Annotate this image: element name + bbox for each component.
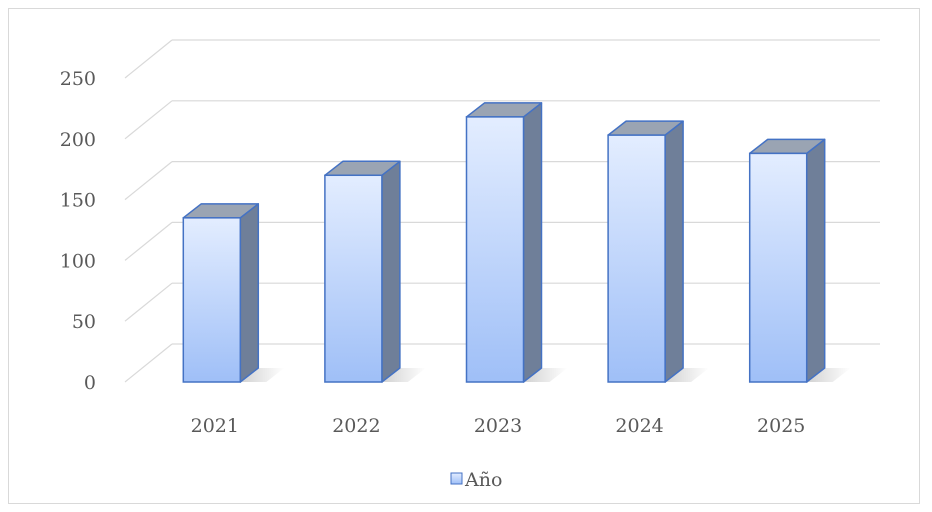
gridline-diagonal: [124, 343, 173, 383]
bar-shadow: [665, 368, 710, 382]
bar-front: [465, 116, 525, 383]
legend-label: Año: [464, 469, 502, 491]
gridline-diagonal: [124, 39, 173, 79]
y-axis: 0 50 100 150 200 250: [60, 68, 96, 394]
legend-swatch: [450, 472, 463, 485]
bar-2024: [607, 120, 710, 383]
x-axis-labels: 2021 2022 2023 2024 2025: [191, 415, 806, 437]
bar-side: [522, 102, 543, 383]
bar-front: [748, 152, 808, 383]
bar-side: [805, 138, 826, 383]
x-tick-label: 2024: [615, 415, 663, 437]
bar-2022: [324, 160, 426, 383]
bar-front: [324, 174, 383, 383]
x-tick-label: 2022: [332, 415, 380, 437]
y-tick-label: 250: [60, 68, 96, 90]
bar-shadow: [523, 368, 568, 382]
bars: [182, 102, 851, 383]
gridline-diagonal: [124, 161, 173, 201]
bar-front: [607, 134, 666, 383]
bar-front: [182, 217, 242, 383]
legend: Año: [450, 469, 502, 491]
x-tick-label: 2025: [757, 415, 805, 437]
y-tick-label: 50: [72, 311, 96, 333]
bar-shadow: [240, 368, 285, 382]
y-tick-label: 150: [60, 190, 96, 212]
bar-side: [239, 203, 260, 383]
gridline-diagonal: [124, 221, 173, 261]
bar-shadow: [381, 368, 426, 382]
bar-2021: [182, 203, 285, 383]
bar-2023: [465, 102, 568, 383]
x-tick-label: 2021: [191, 415, 239, 437]
gridline-diagonal: [124, 100, 173, 140]
y-tick-label: 100: [60, 250, 96, 272]
bar-shadow: [806, 368, 851, 382]
gridline-diagonal: [124, 282, 173, 322]
bar-2025: [748, 138, 851, 383]
bar-side: [381, 160, 401, 383]
y-tick-label: 200: [60, 129, 96, 151]
y-tick-label: 0: [84, 372, 96, 394]
x-tick-label: 2023: [474, 415, 522, 437]
bar-side: [664, 120, 684, 383]
